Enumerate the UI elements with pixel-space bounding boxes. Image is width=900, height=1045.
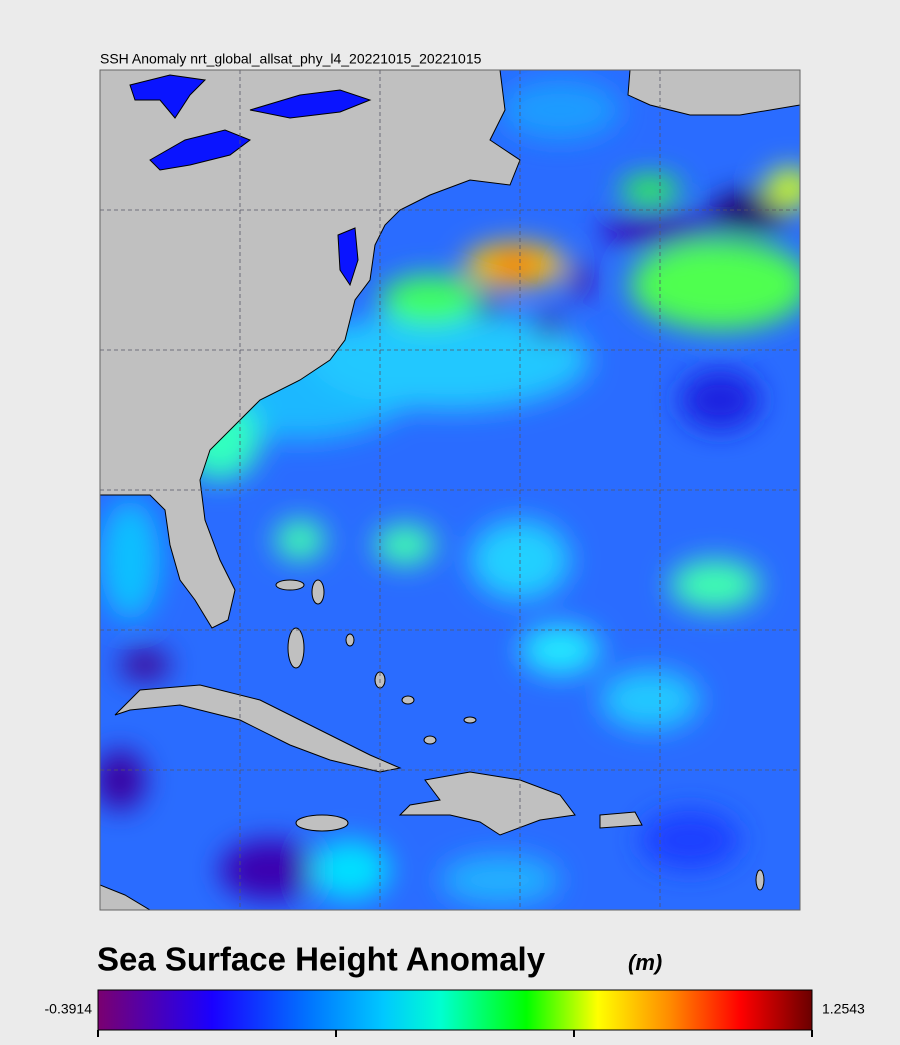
land-island xyxy=(401,695,415,705)
bay xyxy=(337,227,359,287)
land-south xyxy=(100,884,151,910)
land-island xyxy=(463,716,477,724)
map-frame xyxy=(99,69,801,911)
lake xyxy=(129,74,207,119)
colorbar xyxy=(97,989,813,1031)
land-north-america xyxy=(100,70,521,629)
map-title: SSH Anomaly nrt_global_allsat_phy_l4_202… xyxy=(100,51,482,67)
graticule xyxy=(100,70,800,910)
colorbar-max-label: 1.2543 xyxy=(822,1001,865,1017)
land-nova-scotia xyxy=(627,70,800,116)
land-island xyxy=(287,627,305,669)
colorbar-title: Sea Surface Height Anomaly xyxy=(97,941,546,978)
map xyxy=(100,70,800,910)
colorbar-unit: (m) xyxy=(628,950,662,975)
land-island xyxy=(275,579,305,591)
land-island xyxy=(311,579,325,605)
lake xyxy=(249,89,372,119)
land-island xyxy=(755,869,765,891)
land-puerto-rico xyxy=(599,811,643,829)
colorbar-min-label: -0.3914 xyxy=(45,1001,93,1017)
land-island xyxy=(345,633,355,647)
land-jamaica xyxy=(295,814,349,832)
land-island xyxy=(423,735,437,745)
